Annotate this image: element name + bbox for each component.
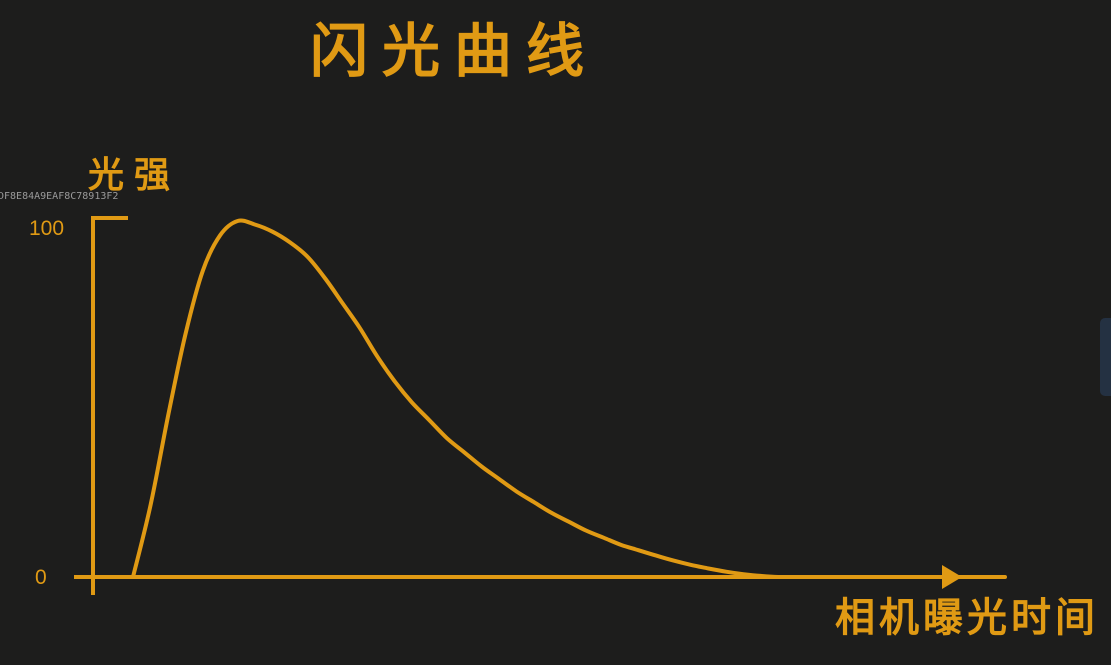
y-axis-label: 光强 <box>88 155 181 196</box>
data-series-line <box>131 218 1007 579</box>
chart-title: 闪光曲线 <box>310 17 599 85</box>
y-tick-label-0: 0 <box>35 566 47 589</box>
y-tick-label-100: 100 <box>29 217 65 240</box>
x-axis-label: 相机曝光时间 <box>835 595 1099 641</box>
side-panel-tab[interactable] <box>1100 318 1111 396</box>
watermark-text: DF8E84A9EAF8C78913F2 <box>0 191 119 202</box>
